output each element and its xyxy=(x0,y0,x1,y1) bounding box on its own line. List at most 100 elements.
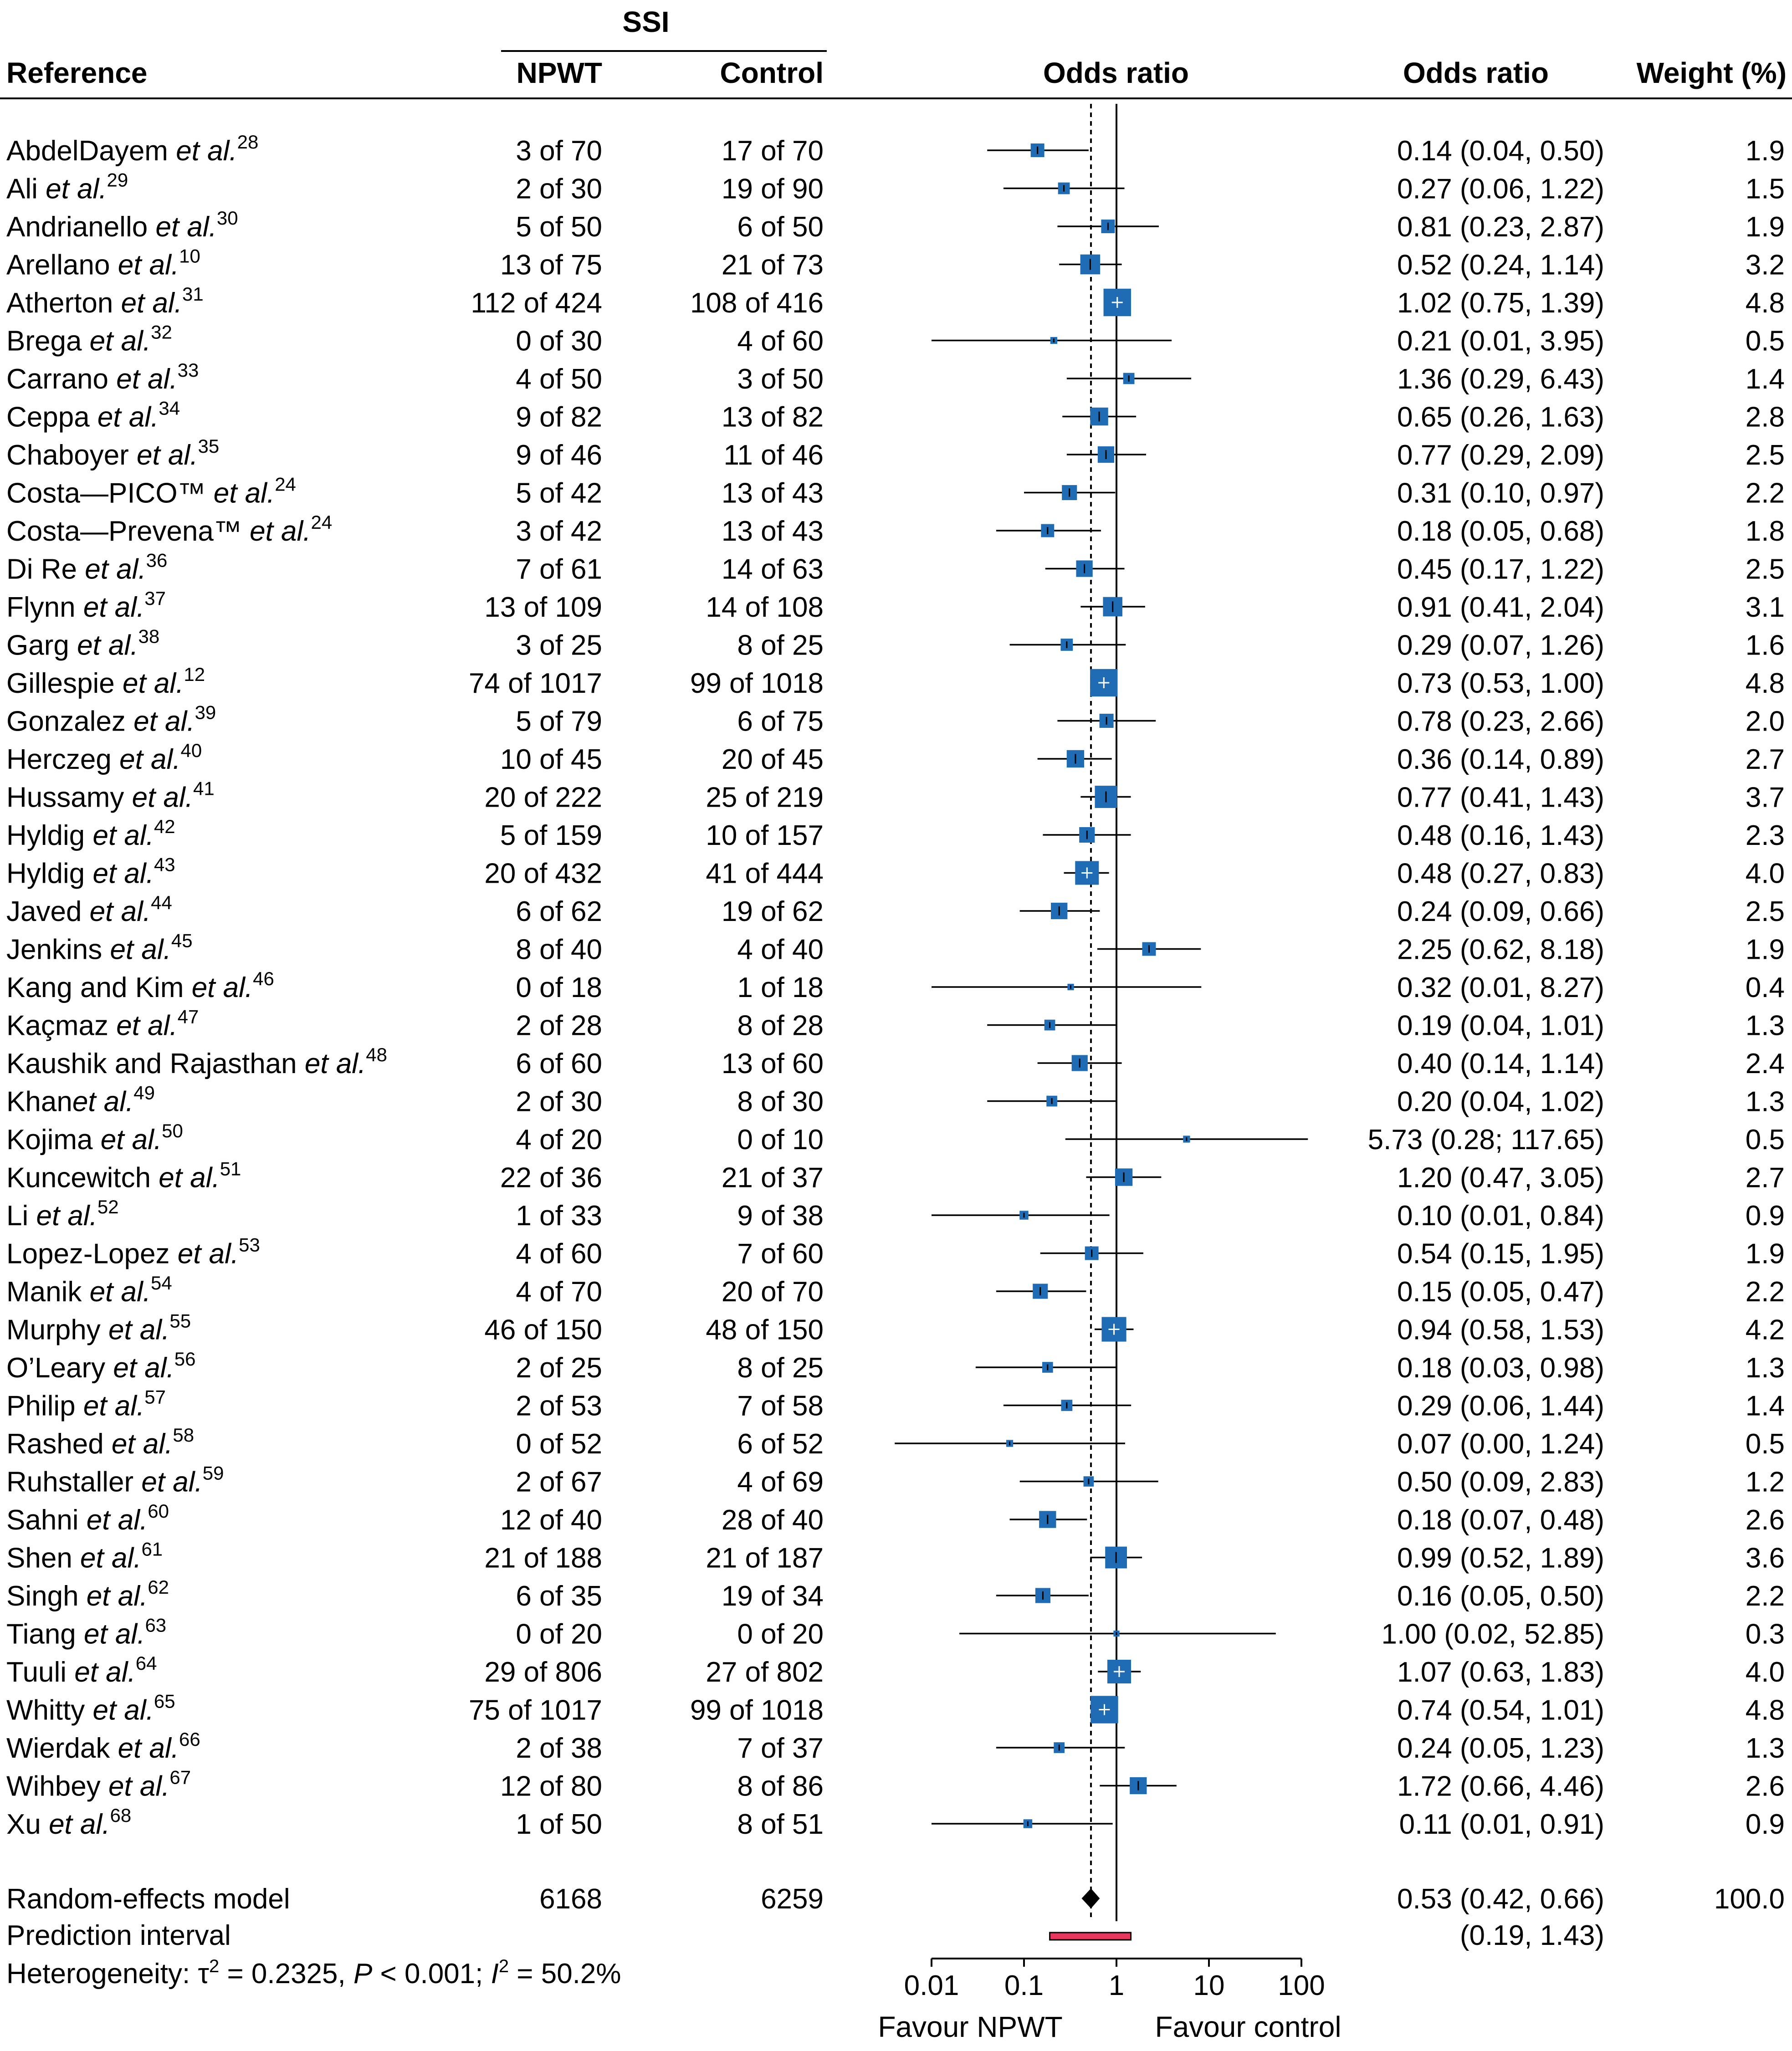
odds-ratio-ci: 0.48 (0.27, 0.83) xyxy=(1397,858,1604,890)
control-events: 48 of 150 xyxy=(706,1314,824,1346)
control-events: 14 of 108 xyxy=(706,592,824,623)
weight-value: 0.9 xyxy=(1746,1809,1785,1840)
odds-ratio-ci: 0.77 (0.29, 2.09) xyxy=(1397,440,1604,471)
npwt-events: 1 of 50 xyxy=(516,1809,602,1840)
study-row: Murphy et al.55 46 of 150 48 of 150 0.94 (0… xyxy=(6,1310,1785,1346)
study-label: Khanet al.49 xyxy=(6,1082,155,1118)
study-ref-number: 12 xyxy=(184,664,205,685)
weight-value: 4.8 xyxy=(1746,668,1785,699)
study-etal: et al. xyxy=(115,668,184,699)
pooled-npwt-total: 6168 xyxy=(539,1883,602,1915)
odds-ratio-ci: 0.18 (0.05, 0.68) xyxy=(1397,516,1604,547)
prediction-label: Prediction interval xyxy=(6,1920,231,1951)
odds-ratio-ci: 0.18 (0.03, 0.98) xyxy=(1397,1352,1604,1384)
npwt-events: 0 of 52 xyxy=(516,1428,602,1460)
study-name: Costa—PICO™ xyxy=(6,478,206,509)
study-row: Atherton et al.31 112 of 424 108 of 416 1.0… xyxy=(6,283,1785,319)
heterogeneity-text: Heterogeneity: τ2 = 0.2325, P < 0.001; I… xyxy=(6,1956,621,1990)
x-tick-label: 1 xyxy=(1109,1970,1124,2001)
study-label: Garg et al.38 xyxy=(6,626,159,661)
study-label: Kang and Kim et al.46 xyxy=(6,968,274,1003)
study-label: Whitty et al.65 xyxy=(6,1691,175,1726)
study-name: Flynn xyxy=(6,592,76,623)
control-events: 19 of 34 xyxy=(722,1580,824,1612)
study-name: Sahni xyxy=(6,1504,79,1536)
study-row: Lopez-Lopez et al.53 4 of 60 7 of 60 0.54 (… xyxy=(6,1234,1785,1270)
study-label: Hyldig et al.42 xyxy=(6,816,175,851)
study-name: Whitty xyxy=(6,1695,85,1726)
study-row: O’Leary et al.56 2 of 25 8 of 25 0.18 (0.03… xyxy=(6,1348,1785,1384)
study-etal: et al. xyxy=(90,402,159,433)
study-etal: et al. xyxy=(85,858,154,890)
study-name: Andrianello xyxy=(6,211,148,243)
control-events: 4 of 60 xyxy=(737,326,824,357)
odds-ratio-ci: 0.07 (0.00, 1.24) xyxy=(1397,1428,1604,1460)
control-events: 21 of 187 xyxy=(706,1543,824,1574)
study-name: Kaushik and Rajasthan xyxy=(6,1048,297,1079)
weight-value: 1.6 xyxy=(1746,630,1785,661)
npwt-events: 0 of 30 xyxy=(516,326,602,357)
study-row: Carrano et al.33 4 of 50 3 of 50 1.36 (0.29… xyxy=(6,359,1785,395)
npwt-events: 2 of 25 xyxy=(516,1352,602,1384)
study-name: Manik xyxy=(6,1276,82,1308)
study-label: Brega et al.32 xyxy=(6,322,172,357)
study-ref-number: 60 xyxy=(148,1500,169,1522)
study-label: Hussamy et al.41 xyxy=(6,778,215,813)
heterogeneity-prefix: Heterogeneity: xyxy=(6,1958,198,1990)
study-name: Rashed xyxy=(6,1428,104,1460)
npwt-events: 13 of 109 xyxy=(484,592,602,623)
odds-ratio-ci: 0.24 (0.09, 0.66) xyxy=(1397,896,1604,927)
study-etal: et al. xyxy=(101,1771,170,1802)
study-label: Kojima et al.50 xyxy=(6,1120,183,1156)
study-etal: et al. xyxy=(148,211,217,243)
study-name: Atherton xyxy=(6,287,113,319)
odds-ratio-ci: 0.54 (0.15, 1.95) xyxy=(1397,1238,1604,1270)
weight-value: 4.2 xyxy=(1746,1314,1785,1346)
control-events: 6 of 50 xyxy=(737,211,824,243)
control-events: 21 of 73 xyxy=(722,250,824,281)
odds-ratio-ci: 0.65 (0.26, 1.63) xyxy=(1397,402,1604,433)
study-row: Kaçmaz et al.47 2 of 28 8 of 28 0.19 (0.04,… xyxy=(6,1006,1785,1042)
control-events: 8 of 30 xyxy=(737,1086,824,1118)
weight-value: 2.4 xyxy=(1746,1048,1785,1079)
npwt-events: 46 of 150 xyxy=(484,1314,602,1346)
odds-ratio-ci: 0.10 (0.01, 0.84) xyxy=(1397,1200,1604,1232)
study-row: Rashed et al.58 0 of 52 6 of 52 0.07 (0.00,… xyxy=(6,1424,1785,1460)
weight-value: 1.3 xyxy=(1746,1352,1785,1384)
odds-ratio-ci: 0.36 (0.14, 0.89) xyxy=(1397,744,1604,775)
control-events: 8 of 51 xyxy=(737,1809,824,1840)
header-ssi: SSI xyxy=(622,5,669,38)
study-etal: et al. xyxy=(110,250,179,281)
study-ref-number: 59 xyxy=(203,1463,224,1484)
npwt-events: 75 of 1017 xyxy=(469,1695,602,1726)
control-events: 41 of 444 xyxy=(706,858,824,890)
study-row: Javed et al.44 6 of 62 19 of 62 0.24 (0.09,… xyxy=(6,892,1785,927)
study-name: Javed xyxy=(6,896,82,927)
control-events: 21 of 37 xyxy=(722,1162,824,1194)
study-label: Di Re et al.36 xyxy=(6,550,167,585)
study-name: Shen xyxy=(6,1543,72,1574)
study-ref-number: 64 xyxy=(136,1652,157,1674)
study-label: Gillespie et al.12 xyxy=(6,664,205,699)
control-events: 99 of 1018 xyxy=(690,1695,824,1726)
control-events: 3 of 50 xyxy=(737,363,824,395)
study-name: Philip xyxy=(6,1391,76,1422)
npwt-events: 74 of 1017 xyxy=(469,668,602,699)
study-etal: et al. xyxy=(124,782,193,813)
study-name: Hyldig xyxy=(6,858,85,890)
control-events: 8 of 25 xyxy=(737,1352,824,1384)
study-etal: et al. xyxy=(104,1428,173,1460)
odds-ratio-ci: 0.94 (0.58, 1.53) xyxy=(1397,1314,1604,1346)
study-label: Philip et al.57 xyxy=(6,1386,166,1422)
weight-value: 1.9 xyxy=(1746,135,1785,167)
odds-ratio-ci: 0.32 (0.01, 8.27) xyxy=(1397,972,1604,1003)
weight-value: 2.5 xyxy=(1746,440,1785,471)
study-name: Xu xyxy=(6,1809,41,1840)
weight-value: 0.5 xyxy=(1746,1428,1785,1460)
weight-value: 1.4 xyxy=(1746,1391,1785,1422)
i2-value: = 50.2% xyxy=(509,1958,621,1990)
control-events: 7 of 58 xyxy=(737,1391,824,1422)
study-row: Ceppa et al.34 9 of 82 13 of 82 0.65 (0.26,… xyxy=(6,398,1785,433)
study-row: Whitty et al.65 75 of 1017 99 of 1018 0.74 … xyxy=(6,1691,1785,1726)
study-etal: et al. xyxy=(105,1352,174,1384)
